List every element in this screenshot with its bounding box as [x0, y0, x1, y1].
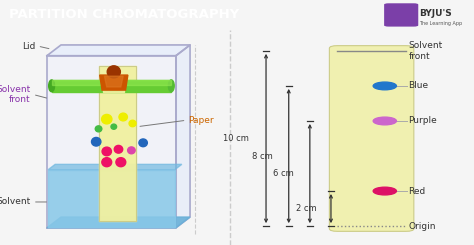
Text: Solvent
front: Solvent front — [409, 41, 443, 61]
Circle shape — [373, 117, 396, 125]
Text: Origin: Origin — [409, 221, 436, 231]
Circle shape — [129, 120, 136, 127]
Text: BYJU'S: BYJU'S — [419, 9, 452, 18]
FancyBboxPatch shape — [329, 46, 414, 231]
Circle shape — [101, 114, 112, 124]
Text: Purple: Purple — [409, 116, 438, 125]
Circle shape — [119, 113, 128, 121]
Polygon shape — [176, 45, 190, 228]
Ellipse shape — [49, 80, 55, 92]
Polygon shape — [48, 164, 182, 170]
Circle shape — [373, 82, 396, 90]
Text: PARTITION CHROMATOGRAPHY: PARTITION CHROMATOGRAPHY — [9, 8, 239, 22]
Circle shape — [111, 124, 117, 129]
Circle shape — [107, 66, 120, 78]
Text: 8 cm: 8 cm — [252, 151, 273, 160]
Polygon shape — [47, 217, 190, 228]
FancyBboxPatch shape — [384, 3, 418, 27]
Text: 10 cm: 10 cm — [223, 134, 248, 143]
Polygon shape — [48, 170, 175, 227]
Text: 2 cm: 2 cm — [296, 204, 316, 213]
Polygon shape — [99, 66, 136, 221]
Polygon shape — [52, 81, 171, 85]
Circle shape — [114, 145, 123, 153]
Circle shape — [102, 147, 111, 156]
Polygon shape — [47, 56, 176, 228]
Circle shape — [91, 137, 101, 146]
Circle shape — [128, 147, 135, 154]
Text: Blue: Blue — [409, 81, 428, 90]
Circle shape — [116, 158, 126, 167]
Ellipse shape — [168, 80, 174, 92]
Polygon shape — [104, 76, 123, 87]
Circle shape — [373, 187, 396, 195]
Polygon shape — [47, 45, 190, 56]
Text: Paper: Paper — [188, 116, 213, 125]
Text: The Learning App: The Learning App — [419, 21, 463, 26]
Text: Red: Red — [409, 186, 426, 196]
Text: Solvent: Solvent — [0, 197, 30, 207]
Text: Lid: Lid — [22, 41, 35, 50]
Circle shape — [102, 158, 112, 167]
Circle shape — [139, 139, 147, 147]
Polygon shape — [103, 89, 124, 92]
Text: 6 cm: 6 cm — [273, 169, 294, 178]
Text: Solvent
front: Solvent front — [0, 85, 30, 104]
Polygon shape — [52, 80, 171, 92]
Circle shape — [95, 126, 102, 132]
Polygon shape — [100, 75, 128, 90]
